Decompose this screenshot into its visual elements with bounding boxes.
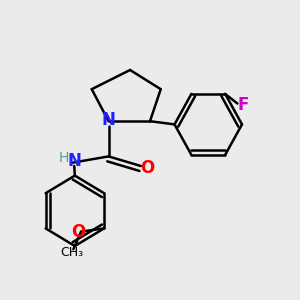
Text: H: H [59,151,69,165]
Text: F: F [237,96,249,114]
Text: N: N [102,111,116,129]
Text: N: N [67,152,81,170]
Text: O: O [140,159,155,177]
Text: O: O [71,223,85,241]
Text: CH₃: CH₃ [60,246,83,259]
